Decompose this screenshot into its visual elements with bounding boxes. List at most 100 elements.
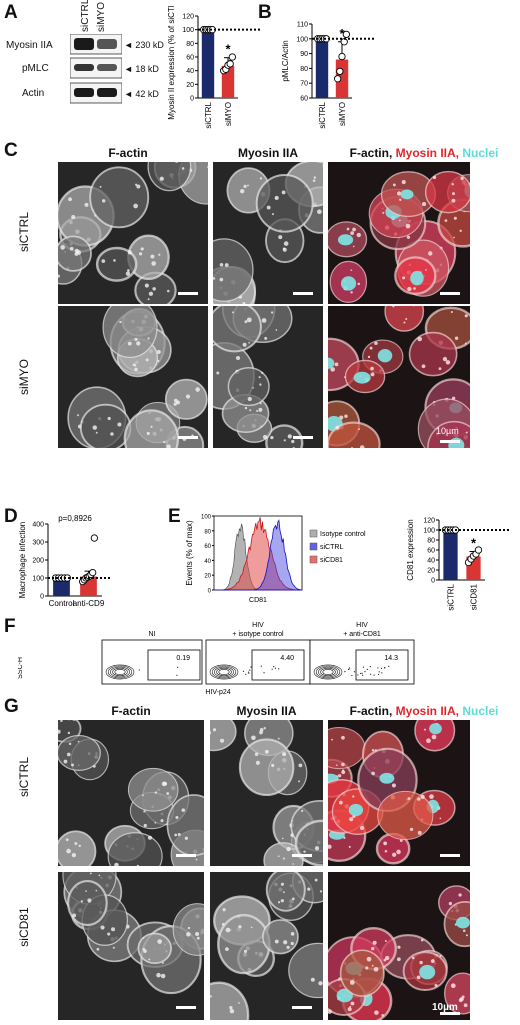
merge-title-myosin: Myosin IIA bbox=[395, 146, 456, 160]
bar bbox=[315, 38, 329, 98]
puncta bbox=[174, 833, 178, 837]
puncta bbox=[432, 175, 437, 180]
puncta bbox=[328, 844, 332, 849]
event-dot bbox=[362, 666, 365, 668]
scale-bar bbox=[176, 854, 196, 857]
puncta bbox=[337, 774, 342, 778]
y-tick-label: 110 bbox=[297, 22, 308, 29]
puncta bbox=[464, 314, 468, 318]
puncta bbox=[396, 957, 401, 962]
micrograph-drawing bbox=[58, 720, 204, 866]
puncta bbox=[242, 342, 247, 347]
event-dot bbox=[344, 671, 346, 673]
puncta bbox=[283, 940, 288, 945]
puncta bbox=[236, 355, 241, 360]
gate-value: 14.3 bbox=[384, 655, 398, 662]
puncta bbox=[464, 342, 467, 345]
puncta bbox=[346, 227, 350, 231]
puncta bbox=[74, 248, 80, 253]
puncta bbox=[150, 425, 153, 428]
micrograph-g-myosin-ctrl bbox=[210, 720, 323, 866]
column-title-merge-g: F-actin, Myosin IIA, Nuclei bbox=[328, 704, 520, 718]
puncta bbox=[186, 932, 191, 937]
micrograph-g-merge-siCD81 bbox=[328, 872, 470, 1020]
puncta bbox=[256, 409, 259, 412]
micrograph-drawing bbox=[58, 306, 208, 448]
puncta bbox=[274, 197, 277, 200]
cell bbox=[288, 942, 323, 999]
puncta bbox=[127, 250, 132, 255]
blot-mw-marker: ◄ 18 kD bbox=[124, 64, 159, 74]
puncta bbox=[372, 940, 377, 945]
puncta bbox=[71, 853, 77, 858]
puncta bbox=[430, 959, 435, 964]
micrograph-drawing bbox=[328, 162, 470, 304]
y-tick-label: 20 bbox=[427, 568, 435, 575]
puncta bbox=[113, 259, 116, 262]
cell bbox=[172, 903, 204, 956]
puncta bbox=[358, 428, 361, 430]
puncta bbox=[463, 1003, 468, 1008]
puncta bbox=[429, 794, 434, 799]
puncta bbox=[450, 310, 453, 314]
micrograph-c-merge-siMYO bbox=[328, 306, 470, 448]
puncta bbox=[397, 945, 401, 949]
scale-bar bbox=[292, 1006, 312, 1009]
nucleus bbox=[456, 916, 470, 929]
puncta bbox=[60, 245, 66, 250]
puncta bbox=[166, 792, 170, 795]
puncta bbox=[286, 846, 291, 852]
puncta bbox=[347, 1007, 352, 1012]
puncta bbox=[222, 908, 226, 912]
event-dot bbox=[353, 671, 356, 673]
category-label: Control bbox=[49, 599, 75, 608]
puncta bbox=[134, 364, 137, 367]
puncta bbox=[383, 958, 387, 962]
puncta bbox=[195, 858, 198, 861]
histogram-sictrl bbox=[214, 519, 303, 591]
puncta bbox=[248, 341, 251, 344]
event-dot bbox=[249, 669, 251, 671]
merge-title-nuclei: Nuclei bbox=[462, 704, 499, 718]
micrograph-c-myosin-ctrl bbox=[213, 162, 323, 304]
puncta bbox=[271, 763, 275, 768]
nucleus bbox=[340, 276, 357, 291]
cell bbox=[213, 306, 262, 353]
puncta bbox=[77, 414, 80, 417]
puncta bbox=[65, 838, 69, 842]
puncta bbox=[110, 432, 114, 436]
puncta bbox=[271, 213, 275, 216]
puncta bbox=[349, 817, 354, 822]
event-dot bbox=[364, 670, 366, 673]
puncta bbox=[359, 825, 365, 831]
cell bbox=[263, 842, 304, 866]
puncta bbox=[290, 932, 295, 936]
gate-value: 4.40 bbox=[280, 655, 294, 662]
puncta bbox=[63, 759, 68, 764]
nucleus bbox=[353, 371, 371, 384]
y-tick-label: 0 bbox=[40, 594, 44, 601]
scale-bar bbox=[440, 854, 460, 857]
condition-label: NI bbox=[149, 631, 156, 638]
puncta bbox=[262, 434, 268, 440]
puncta bbox=[277, 855, 280, 858]
puncta bbox=[259, 177, 263, 180]
data-point bbox=[90, 534, 99, 542]
condition-label: HIV bbox=[252, 622, 264, 629]
puncta bbox=[381, 1014, 385, 1017]
legend-swatch bbox=[309, 529, 318, 538]
column-title-factin: F-actin bbox=[108, 146, 148, 160]
scale-bar bbox=[440, 440, 460, 443]
puncta bbox=[280, 899, 284, 903]
puncta bbox=[184, 836, 189, 840]
y-tick-label: 80 bbox=[204, 529, 211, 535]
puncta bbox=[370, 372, 375, 377]
puncta bbox=[138, 252, 143, 256]
puncta bbox=[292, 863, 295, 865]
y-tick-label: 400 bbox=[32, 522, 44, 529]
puncta bbox=[291, 897, 295, 901]
puncta bbox=[391, 783, 397, 788]
blot-mw-marker: ◄ 42 kD bbox=[124, 89, 159, 99]
puncta bbox=[147, 298, 150, 301]
puncta bbox=[403, 321, 406, 324]
